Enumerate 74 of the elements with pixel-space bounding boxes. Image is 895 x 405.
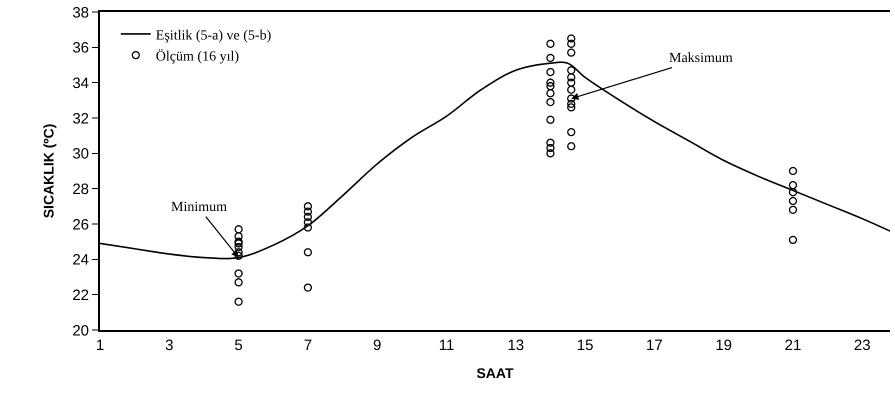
point bbox=[234, 278, 243, 286]
point bbox=[304, 283, 312, 292]
y-tick-label: 32 bbox=[72, 110, 89, 128]
x-tick-label: 19 bbox=[715, 337, 732, 354]
point bbox=[234, 238, 243, 246]
point bbox=[304, 202, 312, 210]
point bbox=[546, 116, 555, 124]
y-tick-label: 36 bbox=[72, 40, 89, 57]
point bbox=[234, 242, 243, 252]
point bbox=[567, 48, 576, 57]
point bbox=[567, 103, 576, 112]
y-tick-label: 26 bbox=[72, 216, 89, 234]
point bbox=[567, 142, 576, 150]
y-tick-label: 34 bbox=[72, 74, 89, 92]
point bbox=[567, 128, 576, 136]
point bbox=[788, 166, 798, 176]
point bbox=[234, 252, 243, 260]
point bbox=[234, 248, 243, 256]
point bbox=[788, 236, 798, 244]
point bbox=[567, 78, 576, 87]
point bbox=[304, 248, 312, 256]
point bbox=[304, 207, 312, 216]
x-tick-label: 17 bbox=[646, 337, 663, 354]
point bbox=[304, 218, 312, 226]
point bbox=[546, 149, 555, 158]
x-tick-label: 13 bbox=[507, 337, 524, 354]
point bbox=[546, 78, 555, 87]
y-tick-label: 20 bbox=[72, 322, 89, 340]
point bbox=[546, 54, 555, 62]
point bbox=[234, 232, 243, 241]
point bbox=[567, 73, 576, 82]
x-tick-label: 3 bbox=[165, 337, 174, 354]
point bbox=[567, 34, 576, 43]
point bbox=[546, 89, 555, 98]
y-tick-label: 30 bbox=[72, 146, 89, 163]
y-axis-title: SICAKLIK (ºC) bbox=[40, 124, 56, 218]
point bbox=[567, 86, 576, 94]
y-tick-label: 22 bbox=[72, 286, 89, 304]
point bbox=[234, 269, 243, 278]
point bbox=[788, 180, 798, 190]
y-tick-label: 28 bbox=[72, 180, 89, 198]
legend-label: Eşitlik (5-a) ve (5-b) bbox=[156, 28, 272, 44]
y-tick-label: 38 bbox=[72, 4, 89, 22]
point bbox=[567, 94, 576, 103]
point bbox=[567, 40, 576, 48]
point bbox=[546, 144, 555, 152]
point bbox=[788, 206, 798, 214]
x-tick-label: 1 bbox=[96, 337, 104, 354]
point bbox=[546, 138, 555, 147]
annotation: Minimum bbox=[171, 200, 228, 215]
point bbox=[304, 223, 312, 232]
x-tick-label: 9 bbox=[373, 337, 382, 354]
x-tick-label: 15 bbox=[576, 337, 594, 354]
annotation: Maksimum bbox=[669, 51, 733, 66]
point bbox=[234, 225, 243, 234]
x-tick-label: 23 bbox=[854, 337, 871, 354]
point bbox=[567, 100, 576, 108]
point bbox=[546, 68, 555, 76]
point bbox=[234, 239, 243, 248]
point bbox=[567, 66, 576, 74]
legend-label: Ölçüm (16 yıl) bbox=[156, 48, 240, 65]
x-tick-label: 11 bbox=[438, 337, 454, 354]
x-tick-label: 7 bbox=[304, 337, 312, 354]
x-axis-title: SAAT bbox=[476, 364, 514, 381]
point bbox=[304, 212, 312, 222]
y-tick-label: 24 bbox=[72, 252, 89, 269]
point bbox=[546, 98, 555, 106]
point bbox=[788, 196, 798, 206]
point bbox=[788, 188, 798, 196]
x-tick-label: 5 bbox=[234, 337, 243, 354]
point bbox=[546, 82, 555, 90]
point bbox=[546, 40, 555, 48]
point bbox=[234, 298, 243, 306]
x-tick-label: 21 bbox=[784, 337, 802, 354]
